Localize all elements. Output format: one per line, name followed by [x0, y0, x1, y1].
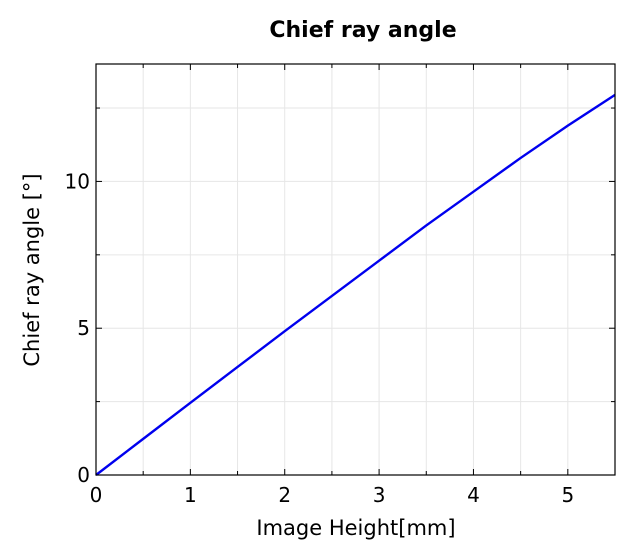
y-tick-label: 10 [65, 169, 90, 193]
y-tick-label: 0 [77, 463, 90, 487]
y-tick-label: 5 [77, 316, 90, 340]
x-tick-label: 5 [561, 483, 574, 507]
x-tick-label: 1 [184, 483, 197, 507]
x-tick-label: 4 [467, 483, 480, 507]
x-tick-label: 2 [278, 483, 291, 507]
grid [96, 64, 615, 475]
x-tick-label: 0 [90, 483, 103, 507]
ticks: 0 1 2 3 4 5 0 5 10 [65, 64, 616, 507]
series-line [95, 93, 616, 476]
x-tick-label: 3 [373, 483, 386, 507]
chart-title: Chief ray angle [269, 18, 456, 43]
plot-frame [95, 63, 616, 476]
y-axis-label: Chief ray angle [°] [20, 173, 44, 366]
x-axis-label: Image Height[mm] [256, 516, 455, 540]
series-layer [95, 93, 616, 476]
